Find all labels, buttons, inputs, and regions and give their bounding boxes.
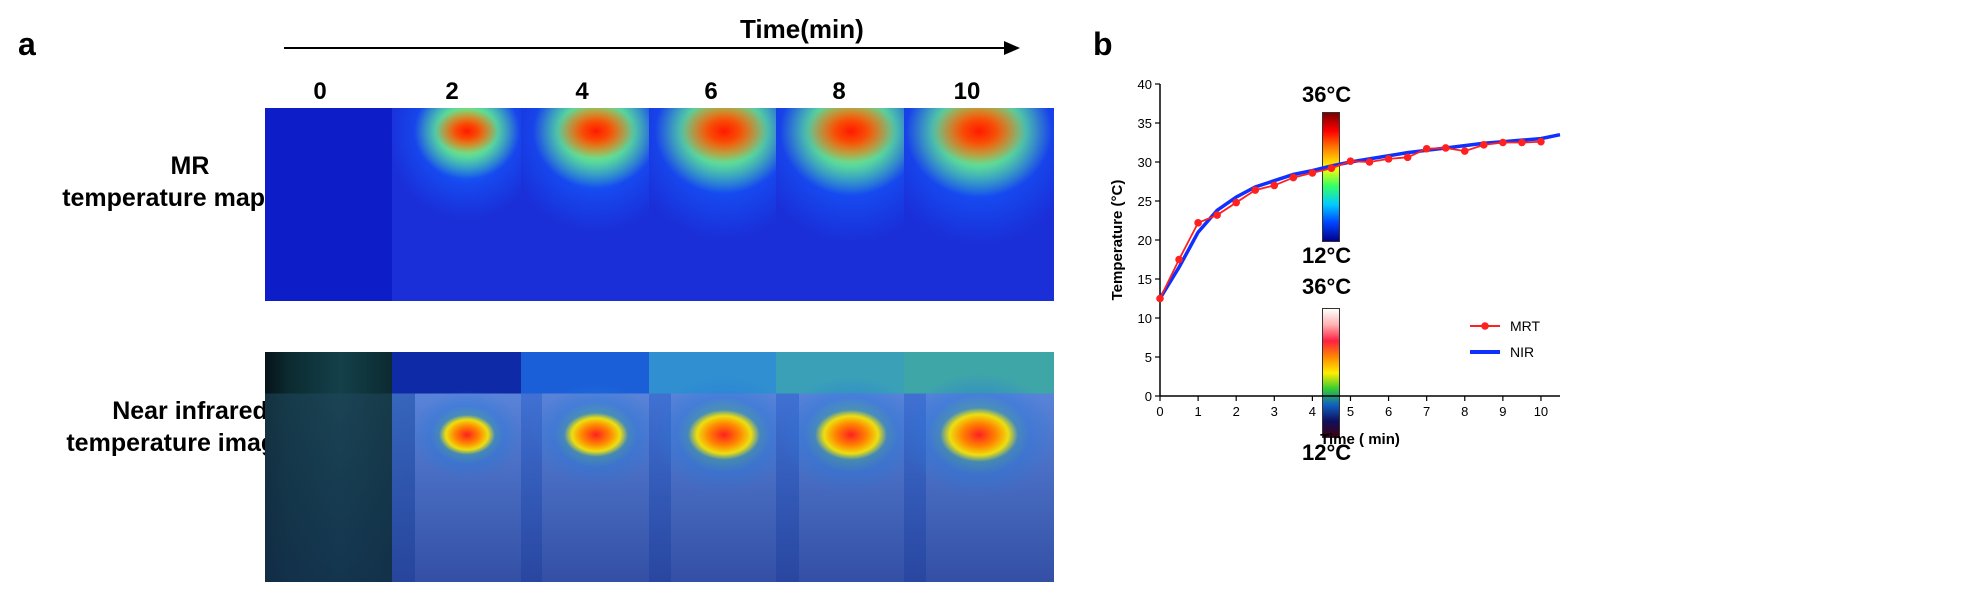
- panel-b-label: b: [1093, 26, 1113, 62]
- data-point-mrt: [1422, 144, 1431, 153]
- x-tick-label: 2: [1233, 404, 1240, 419]
- data-point-mrt: [1441, 144, 1450, 152]
- data-point-mrt: [1460, 147, 1469, 155]
- time-label-8: 8: [832, 78, 846, 105]
- nir-image-4min: [521, 352, 671, 582]
- time-label-4: 4: [575, 78, 589, 105]
- temperature-line-chart: 0 5 10 15 20 25 30 35 40 0 1 2 3 4 5 6 7 8 9 10 MRT NIR Time…: [1109, 77, 1561, 448]
- data-point-mrt: [1289, 173, 1298, 182]
- legend-label-mrt: MRT: [1510, 318, 1541, 334]
- time-label-6: 6: [704, 78, 718, 105]
- y-tick-label: 35: [1138, 116, 1152, 131]
- x-tick-label: 0: [1156, 404, 1163, 419]
- series-line-nir: [1158, 132, 1561, 300]
- x-axis-label: Time ( min): [1320, 431, 1400, 448]
- time-label-0: 0: [313, 78, 327, 105]
- data-point-mrt: [1213, 211, 1221, 219]
- data-point-mrt: [1194, 219, 1202, 227]
- panel-a-label: a: [18, 26, 36, 62]
- data-point-mrt: [1537, 137, 1545, 146]
- nir-colorbar-max-label: 36°C: [1302, 274, 1352, 299]
- x-tick-label: 8: [1461, 404, 1468, 419]
- nir-image-2min: [392, 352, 542, 582]
- x-tick-label: 5: [1347, 404, 1354, 419]
- legend-label-nir: NIR: [1510, 344, 1534, 360]
- data-point-mrt: [1156, 294, 1164, 303]
- mr-map-4min: [521, 108, 671, 301]
- data-point-mrt: [1518, 138, 1526, 147]
- data-point-mrt: [1365, 158, 1374, 166]
- series-line-mrt: [1159, 140, 1541, 299]
- mr-colorbar: [1322, 112, 1340, 242]
- x-tick-label: 7: [1423, 404, 1430, 419]
- x-tick-label: 10: [1534, 404, 1548, 419]
- y-tick-label: 25: [1138, 194, 1152, 209]
- mr-map-10min: [904, 108, 1054, 301]
- x-tick-label: 3: [1271, 404, 1278, 419]
- data-point-mrt: [1232, 198, 1240, 207]
- data-point-mrt: [1346, 157, 1355, 166]
- data-point-mrt: [1384, 155, 1393, 163]
- chart-axes: 0 5 10 15 20 25 30 35 40 0 1 2 3 4 5 6 7 8 9 10: [1138, 77, 1560, 419]
- y-tick-label: 5: [1145, 350, 1152, 365]
- mr-colorbar-min-label: 12°C: [1302, 243, 1352, 268]
- nir-colorbar-min-label: 12°C: [1302, 440, 1352, 465]
- data-point-mrt: [1175, 255, 1183, 264]
- mr-map-0min: [265, 108, 415, 301]
- data-point-mrt: [1480, 141, 1488, 149]
- nir-colorbar: [1322, 308, 1340, 438]
- data-point-mrt: [1403, 153, 1412, 162]
- chart-series: [1156, 132, 1561, 303]
- y-tick-label: 0: [1145, 389, 1152, 404]
- time-label-2: 2: [445, 78, 459, 105]
- mr-map-6min: [649, 108, 799, 301]
- y-tick-label: 30: [1138, 155, 1152, 170]
- mr-colorbar-max-label: 36°C: [1302, 82, 1352, 107]
- x-tick-label: 1: [1194, 404, 1201, 419]
- y-tick-label: 10: [1138, 311, 1152, 326]
- time-label-10: 10: [953, 78, 981, 105]
- chart-legend: MRT NIR: [1470, 318, 1541, 360]
- time-axis-title: Time(min): [740, 14, 864, 44]
- y-axis-label: Temperature (°C): [1109, 180, 1126, 301]
- data-point-mrt: [1308, 169, 1317, 177]
- x-tick-label: 9: [1499, 404, 1506, 419]
- legend-marker-mrt: [1481, 322, 1489, 330]
- data-point-mrt: [1327, 164, 1336, 173]
- data-point-mrt: [1270, 181, 1279, 190]
- time-arrow-icon: [284, 41, 1020, 55]
- y-tick-label: 20: [1138, 233, 1152, 248]
- nir-image-0min: [265, 352, 415, 582]
- nir-image-8min: [776, 352, 926, 582]
- nir-image-10min: [904, 352, 1054, 582]
- x-tick-label: 4: [1309, 404, 1316, 419]
- y-tick-label: 15: [1138, 272, 1152, 287]
- y-tick-label: 40: [1138, 77, 1152, 92]
- nir-image-6min: [649, 352, 799, 582]
- data-point-mrt: [1499, 138, 1507, 147]
- data-point-mrt: [1251, 186, 1260, 194]
- x-tick-label: 6: [1385, 404, 1392, 419]
- mr-map-8min: [776, 108, 926, 301]
- mr-map-2min: [392, 108, 542, 301]
